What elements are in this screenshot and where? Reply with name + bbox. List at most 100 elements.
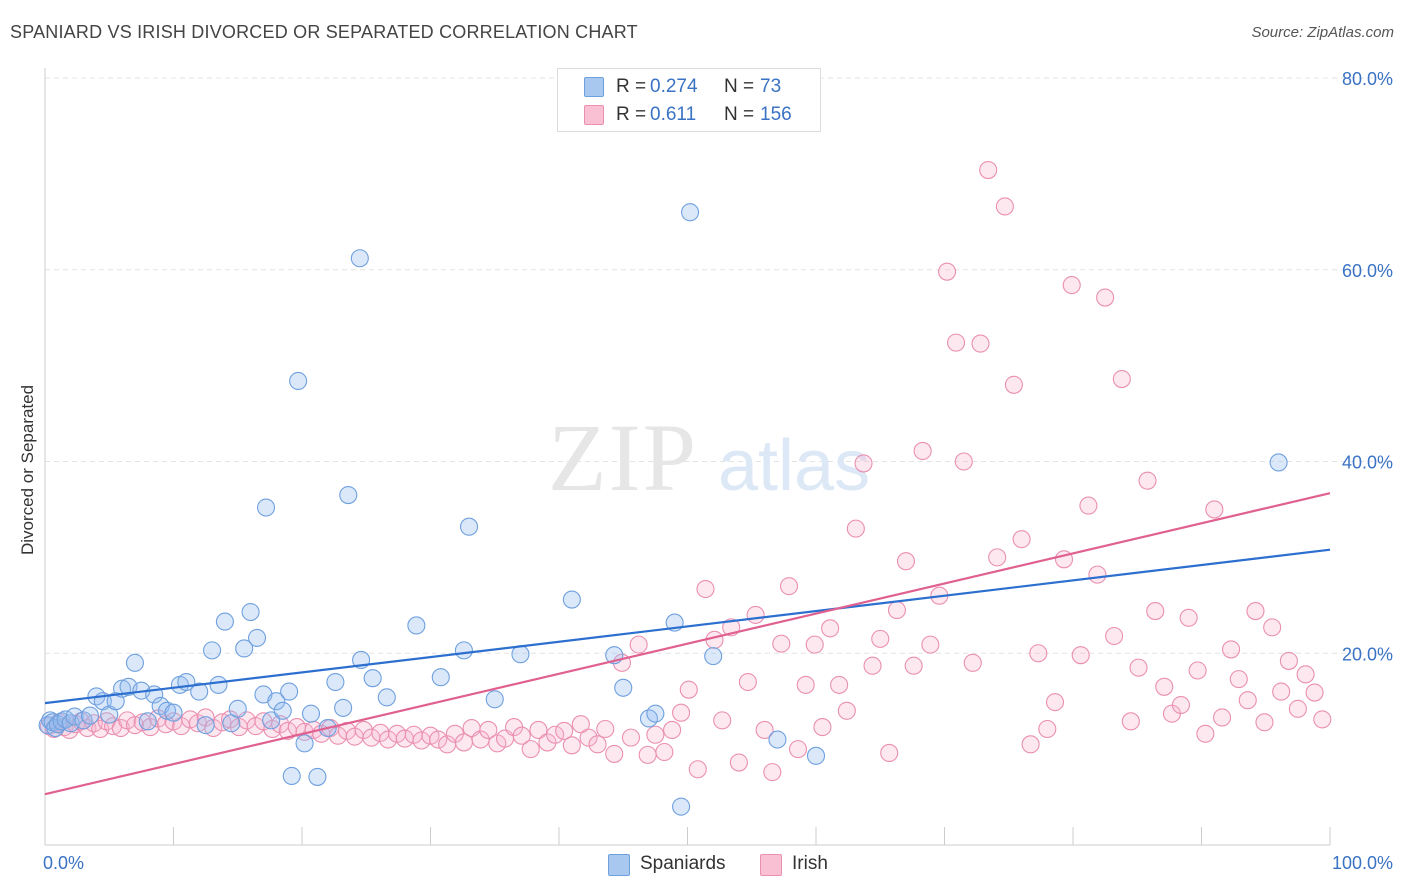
spaniards-point	[235, 639, 254, 658]
spaniards-point	[339, 486, 358, 505]
irish-point	[738, 672, 757, 692]
irish-point	[796, 675, 815, 694]
legend-swatch-irish	[760, 854, 782, 876]
spaniards-point	[295, 734, 314, 753]
irish-point	[1155, 677, 1174, 696]
irish-point	[954, 452, 973, 471]
irish-point	[1171, 695, 1190, 715]
spaniards-point	[247, 628, 267, 647]
irish-point	[1255, 713, 1274, 732]
spaniards-point	[190, 682, 209, 701]
watermark-atlas: atlas	[718, 426, 870, 506]
irish-point	[629, 635, 648, 654]
irish-point	[479, 720, 498, 740]
x-tick-label: 0.0%	[43, 853, 84, 873]
spaniards-point	[80, 706, 100, 725]
irish-point	[1222, 640, 1241, 659]
irish-point	[663, 720, 682, 740]
irish-point	[887, 601, 907, 620]
irish-point	[672, 703, 691, 722]
legend-swatch-spaniards	[584, 77, 604, 97]
spaniards-point	[267, 692, 286, 711]
spaniards-point	[806, 746, 826, 765]
irish-point	[1296, 665, 1315, 684]
r-value: 0.274	[650, 76, 698, 97]
series-spaniards-points	[38, 203, 1288, 816]
y-tick-label: 80.0%	[1342, 69, 1393, 89]
spaniards-point	[209, 675, 228, 694]
irish-point	[605, 744, 624, 763]
irish-point	[555, 721, 574, 740]
irish-point	[971, 334, 990, 353]
irish-point	[1146, 602, 1165, 621]
spaniards-point	[256, 498, 276, 517]
irish-point	[1038, 719, 1057, 739]
spaniards-point	[158, 701, 177, 720]
spaniards-point	[431, 668, 450, 687]
series-irish-points	[39, 160, 1332, 782]
n-value: 156	[760, 104, 792, 125]
source-label: Source: ZipAtlas.com	[1251, 24, 1394, 41]
x-tick-label: 100.0%	[1332, 853, 1393, 873]
spaniards-point	[704, 647, 723, 666]
spaniards-point	[459, 517, 479, 536]
irish-point	[1129, 658, 1148, 677]
n-label: N =	[724, 104, 755, 125]
series-legend: Spaniards Irish	[0, 852, 1406, 878]
irish-point	[830, 675, 849, 694]
spaniards-point	[485, 690, 504, 709]
legend-label-irish: Irish	[792, 853, 828, 874]
spaniards-point	[228, 699, 247, 718]
axes	[44, 68, 1331, 846]
irish-point	[1279, 651, 1298, 670]
spaniards-point	[511, 645, 530, 664]
irish-point	[846, 519, 865, 538]
spaniards-point	[301, 704, 321, 723]
irish-point	[588, 735, 607, 754]
irish-point	[1004, 375, 1023, 394]
irish-point	[1088, 565, 1107, 584]
irish-point	[696, 579, 715, 599]
irish-point	[638, 745, 657, 764]
irish-point	[913, 441, 932, 461]
irish-point	[821, 619, 840, 638]
irish-point	[1205, 500, 1224, 519]
irish-point	[938, 262, 957, 281]
irish-point	[655, 742, 674, 762]
trendline-spaniards	[44, 548, 1331, 705]
r-label: R =	[616, 76, 647, 97]
irish-point	[1121, 712, 1140, 731]
irish-point	[1313, 710, 1332, 729]
spaniards-point	[164, 703, 183, 722]
tick-labels: 20.0% 40.0% 60.0% 80.0% 0.0% 100.0%	[43, 69, 1393, 873]
irish-point	[1071, 646, 1090, 665]
irish-point	[679, 680, 698, 699]
irish-point	[947, 333, 966, 352]
irish-point	[1246, 602, 1265, 621]
irish-point	[871, 629, 890, 648]
irish-point	[1096, 288, 1115, 307]
spaniards-point	[681, 203, 700, 222]
legend-swatch-irish	[584, 105, 604, 125]
irish-point	[1188, 661, 1207, 680]
irish-point	[988, 548, 1007, 567]
y-tick-label: 20.0%	[1342, 644, 1393, 664]
irish-point	[688, 760, 707, 779]
irish-point	[1012, 530, 1031, 549]
irish-point	[521, 740, 540, 759]
r-label: R =	[616, 104, 647, 125]
y-tick-label: 60.0%	[1342, 261, 1393, 281]
irish-point	[1105, 626, 1124, 646]
irish-point	[471, 730, 490, 749]
irish-point	[854, 454, 873, 473]
irish-point	[963, 653, 982, 672]
irish-point	[880, 743, 899, 763]
irish-point	[562, 736, 581, 755]
correlation-legend: R = 0.274 N = 73 R = 0.611 N = 156	[557, 68, 821, 132]
irish-point	[904, 656, 923, 675]
irish-point	[863, 656, 882, 675]
irish-point	[1021, 735, 1040, 754]
irish-point	[579, 728, 598, 747]
irish-point	[772, 634, 791, 653]
